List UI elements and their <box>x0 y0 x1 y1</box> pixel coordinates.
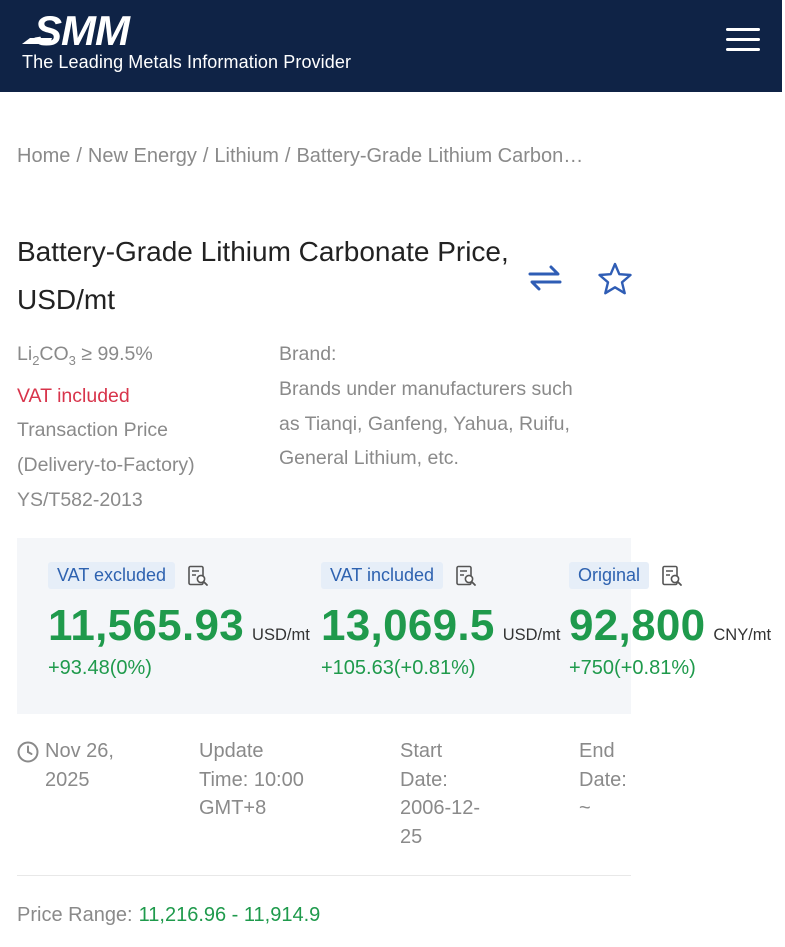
price-change: +93.48(0%) <box>48 657 152 679</box>
breadcrumb-separator: / <box>202 145 209 167</box>
product-specs: Li2CO3 ≥ 99.5% VAT included Transaction … <box>17 337 195 518</box>
price-range-label: Price Range: <box>17 904 133 926</box>
price-unit: USD/mt <box>252 626 310 644</box>
header-tagline: The Leading Metals Information Provider <box>22 52 352 72</box>
update-time: Update Time: 10:00 GMT+8 <box>199 740 304 819</box>
price-vat-excluded: VAT excluded 11,565.93 USD/mt +93.48(0%) <box>48 562 310 680</box>
transaction-price-line1: Transaction Price <box>17 419 169 442</box>
breadcrumb-current: Battery-Grade Lithium Carbon… <box>296 145 584 167</box>
breadcrumb-home[interactable]: Home <box>17 145 71 167</box>
breadcrumb-lithium[interactable]: Lithium <box>214 145 279 167</box>
swap-arrows-icon[interactable] <box>528 265 562 291</box>
price-unit: CNY/mt <box>713 626 772 644</box>
page-title: Battery-Grade Lithium Carbonate Price, U… <box>17 236 509 315</box>
breadcrumb-separator: / <box>76 145 82 167</box>
price-change: +105.63(+0.81%) <box>321 657 476 679</box>
top-header: SMM The Leading Metals Information Provi… <box>0 0 782 92</box>
document-search-icon[interactable] <box>455 565 477 587</box>
price-type-badge[interactable]: VAT included <box>321 562 444 589</box>
price-type-badge[interactable]: Original <box>569 562 650 589</box>
brand-info: Brand: Brands under manufacturers such a… <box>279 337 579 476</box>
price-original: Original 92,800 CNY/mt +750(+0.81%) <box>569 562 771 680</box>
price-value: 11,565.93 <box>48 601 245 650</box>
clock-icon <box>17 741 39 763</box>
price-date: Nov 26, 2025 <box>45 740 114 791</box>
price-change: +750(+0.81%) <box>569 657 696 679</box>
document-search-icon[interactable] <box>187 565 209 587</box>
smm-logo[interactable]: SMM <box>22 8 162 48</box>
price-range: Price Range: 11,216.96 - 11,914.9 <box>17 904 320 927</box>
vat-note: VAT included <box>17 384 130 407</box>
document-search-icon[interactable] <box>661 565 683 587</box>
brand-label: Brand: <box>279 343 337 365</box>
brand-text: Brands under manufacturers such as Tianq… <box>279 377 573 470</box>
price-type-badge[interactable]: VAT excluded <box>48 562 176 589</box>
price-range-value: 11,216.96 - 11,914.9 <box>138 904 321 926</box>
breadcrumb: Home / New Energy / Lithium / Battery-Grade Li… <box>17 145 583 168</box>
divider <box>17 875 631 876</box>
end-date: End Date: ~ <box>579 740 627 819</box>
transaction-price-line2: (Delivery-to-Factory) <box>17 454 195 477</box>
price-unit: USD/mt <box>502 626 561 644</box>
breadcrumb-new-energy[interactable]: New Energy <box>87 145 197 167</box>
hamburger-menu-icon[interactable] <box>726 28 760 54</box>
price-value: 92,800 <box>569 601 706 650</box>
star-favorite-icon[interactable] <box>597 262 633 296</box>
breadcrumb-separator: / <box>284 145 291 167</box>
price-vat-included: VAT included 13,069.5 USD/mt +105.63(+0.8… <box>321 562 560 680</box>
start-date: Start Date: 2006-12- 25 <box>400 740 481 848</box>
svg-text:SMM: SMM <box>34 8 131 48</box>
purity-spec: Li2CO3 ≥ 99.5% <box>17 343 153 368</box>
price-value: 13,069.5 <box>321 601 495 650</box>
standard-code: YS/T582-2013 <box>17 489 143 512</box>
